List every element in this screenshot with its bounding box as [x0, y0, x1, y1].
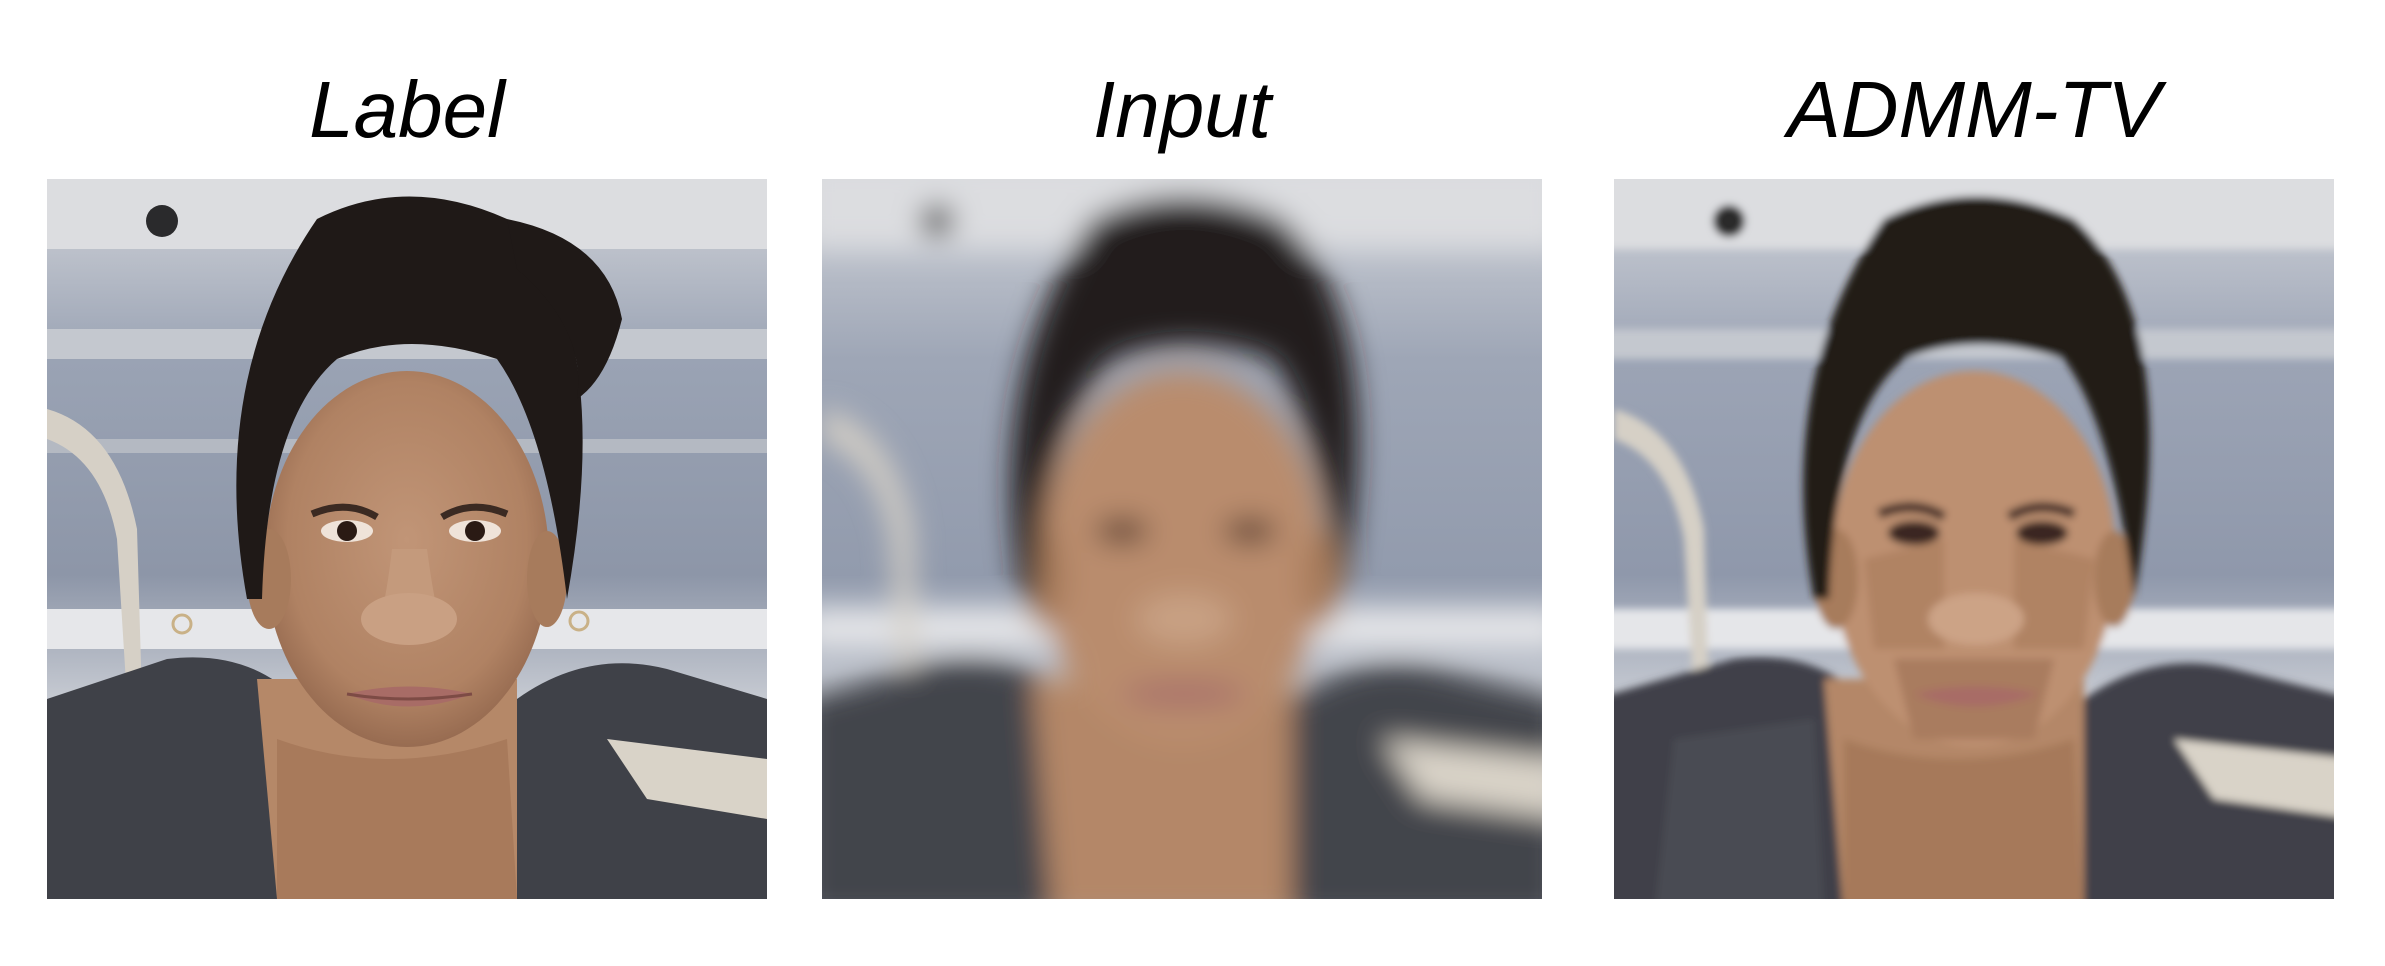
panel-input: Input — [822, 0, 1542, 966]
admm-tv-image — [1614, 179, 2334, 899]
panel-label: Label — [47, 0, 767, 966]
panel-title-admm-tv: ADMM-TV — [1787, 65, 2161, 154]
panel-title-label: Label — [309, 65, 505, 154]
label-image — [47, 179, 767, 899]
input-image — [822, 179, 1542, 899]
panel-title-input: Input — [1093, 65, 1271, 154]
panel-admm-tv: ADMM-TV — [1614, 0, 2334, 966]
